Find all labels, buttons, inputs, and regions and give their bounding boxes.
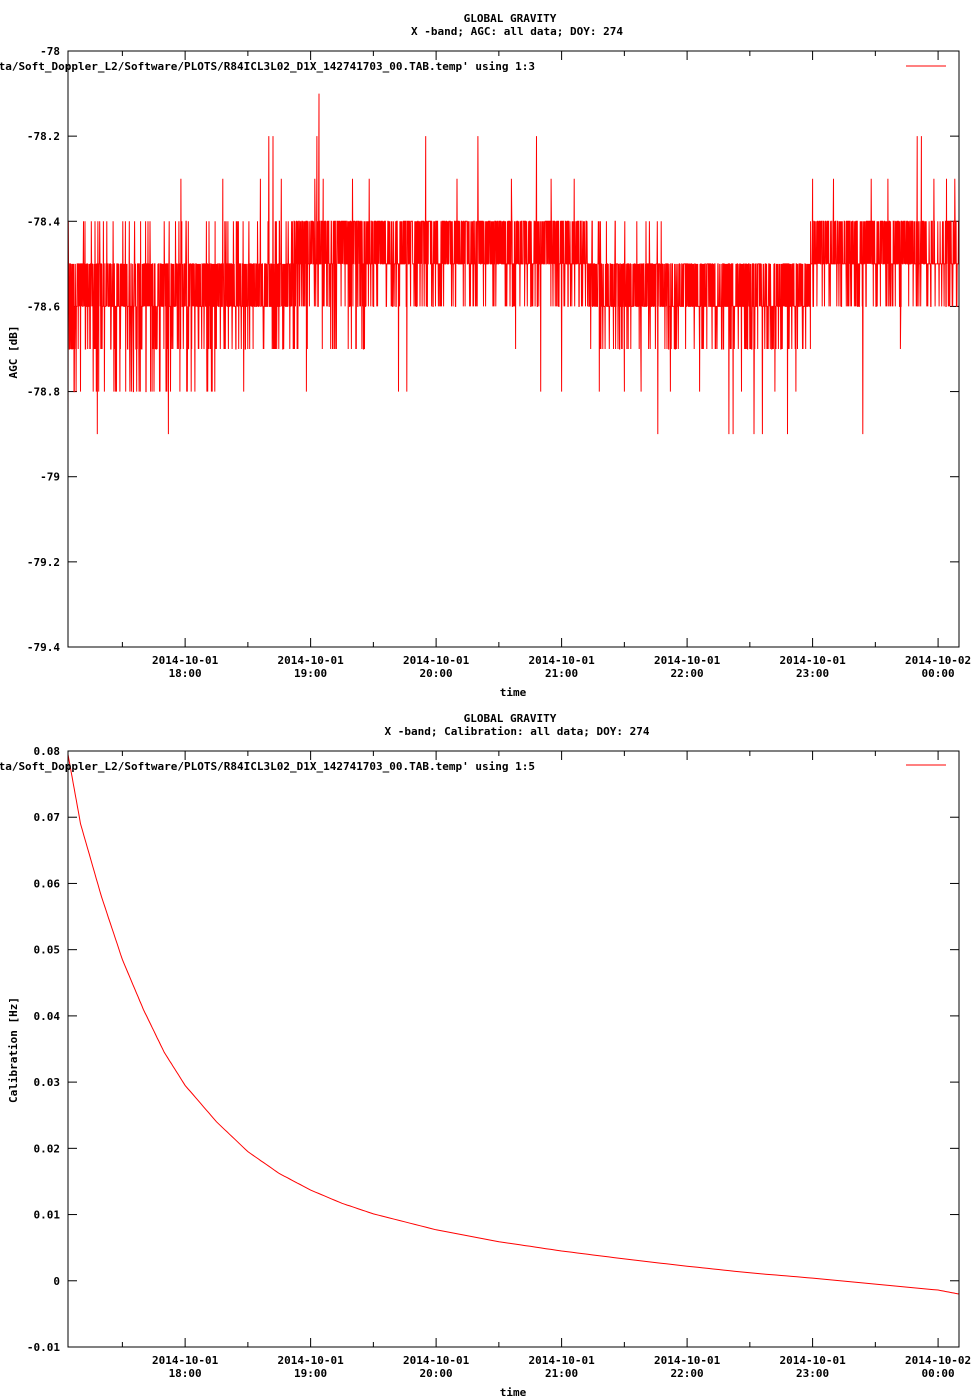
calibration-x-tick-date: 2014-10-02 bbox=[905, 1354, 971, 1367]
calibration-y-tick-label: 0.05 bbox=[34, 944, 61, 957]
agc-y-tick-label: -78.6 bbox=[27, 300, 60, 313]
agc-legend-label: 'Z:/ddswork/process_data/Soft_Doppler_L2… bbox=[0, 60, 535, 73]
calibration-y-tick-label: 0.02 bbox=[34, 1142, 61, 1155]
calibration-y-tick-label: 0 bbox=[53, 1275, 60, 1288]
agc-y-tick-label: -78 bbox=[40, 45, 60, 58]
agc-y-tick-label: -78.2 bbox=[27, 130, 60, 143]
agc-x-tick-time: 00:00 bbox=[922, 667, 955, 680]
agc-x-tick-date: 2014-10-01 bbox=[528, 654, 595, 667]
agc-y-axis-label: AGC [dB] bbox=[7, 326, 20, 379]
agc-x-tick-date: 2014-10-01 bbox=[152, 654, 219, 667]
agc-y-tick-label: -79 bbox=[40, 471, 60, 484]
calibration-y-tick-label: 0.03 bbox=[34, 1076, 61, 1089]
calibration-y-axis-label: Calibration [Hz] bbox=[7, 997, 20, 1103]
agc-x-tick-time: 20:00 bbox=[420, 667, 453, 680]
agc-x-tick-date: 2014-10-01 bbox=[654, 654, 721, 667]
calibration-x-tick-time: 21:00 bbox=[545, 1367, 578, 1380]
agc-series-line bbox=[67, 93, 960, 435]
calibration-x-tick-date: 2014-10-01 bbox=[403, 1354, 470, 1367]
calibration-x-tick-time: 22:00 bbox=[671, 1367, 704, 1380]
agc-axes: -78 -78.2 -78.4 -78.6 -78.8 -79 -79.2 -79.4 2014… bbox=[27, 45, 971, 680]
calibration-x-tick-time: 19:00 bbox=[294, 1367, 327, 1380]
calibration-x-tick-date: 2014-10-01 bbox=[528, 1354, 595, 1367]
calibration-x-axis-label: time bbox=[500, 1386, 527, 1399]
agc-series bbox=[67, 93, 960, 435]
calibration-y-tick-label: -0.01 bbox=[27, 1341, 60, 1354]
agc-plot-frame bbox=[67, 50, 960, 648]
agc-x-tick-date: 2014-10-02 bbox=[905, 654, 971, 667]
calibration-series bbox=[67, 754, 960, 1295]
agc-x-tick-time: 19:00 bbox=[294, 667, 327, 680]
agc-x-axis-label: time bbox=[500, 686, 527, 699]
calibration-series-line bbox=[67, 754, 960, 1295]
agc-x-tick-time: 18:00 bbox=[169, 667, 202, 680]
agc-x-tick-date: 2014-10-01 bbox=[403, 654, 470, 667]
calibration-chart-title: GLOBAL GRAVITY bbox=[464, 712, 557, 725]
calibration-chart: GLOBAL GRAVITY X -band; Calibration: all… bbox=[0, 712, 971, 1399]
agc-chart: GLOBAL GRAVITY X -band; AGC: all data; D… bbox=[0, 12, 971, 699]
calibration-y-tick-label: 0.07 bbox=[34, 811, 61, 824]
agc-x-tick-time: 21:00 bbox=[545, 667, 578, 680]
calibration-y-tick-label: 0.04 bbox=[34, 1010, 61, 1023]
agc-y-tick-label: -79.2 bbox=[27, 556, 60, 569]
agc-y-tick-label: -79.4 bbox=[27, 641, 60, 654]
agc-chart-subtitle: X -band; AGC: all data; DOY: 274 bbox=[411, 25, 623, 38]
calibration-x-tick-time: 23:00 bbox=[796, 1367, 829, 1380]
agc-x-tick-date: 2014-10-01 bbox=[278, 654, 345, 667]
calibration-x-tick-date: 2014-10-01 bbox=[278, 1354, 345, 1367]
agc-x-tick-date: 2014-10-01 bbox=[779, 654, 846, 667]
calibration-axes: 0.08 0.07 0.06 0.05 0.04 0.03 0.02 0.01 0 -0.01 20… bbox=[27, 745, 971, 1380]
calibration-y-tick-label: 0.06 bbox=[34, 877, 61, 890]
calibration-chart-subtitle: X -band; Calibration: all data; DOY: 274 bbox=[385, 725, 650, 738]
agc-chart-title: GLOBAL GRAVITY bbox=[464, 12, 557, 25]
calibration-legend-label: 'Z:/ddswork/process_data/Soft_Doppler_L2… bbox=[0, 760, 535, 773]
calibration-y-tick-label: 0.01 bbox=[34, 1209, 61, 1222]
agc-y-tick-label: -78.4 bbox=[27, 215, 60, 228]
calibration-x-tick-time: 00:00 bbox=[922, 1367, 955, 1380]
calibration-x-tick-time: 20:00 bbox=[420, 1367, 453, 1380]
calibration-x-tick-time: 18:00 bbox=[169, 1367, 202, 1380]
calibration-x-tick-date: 2014-10-01 bbox=[779, 1354, 846, 1367]
agc-x-tick-time: 23:00 bbox=[796, 667, 829, 680]
calibration-plot-frame bbox=[67, 750, 960, 1348]
calibration-x-tick-date: 2014-10-01 bbox=[654, 1354, 721, 1367]
agc-y-tick-label: -78.8 bbox=[27, 386, 60, 399]
calibration-y-tick-label: 0.08 bbox=[34, 745, 61, 758]
calibration-x-tick-date: 2014-10-01 bbox=[152, 1354, 219, 1367]
agc-x-tick-time: 22:00 bbox=[671, 667, 704, 680]
